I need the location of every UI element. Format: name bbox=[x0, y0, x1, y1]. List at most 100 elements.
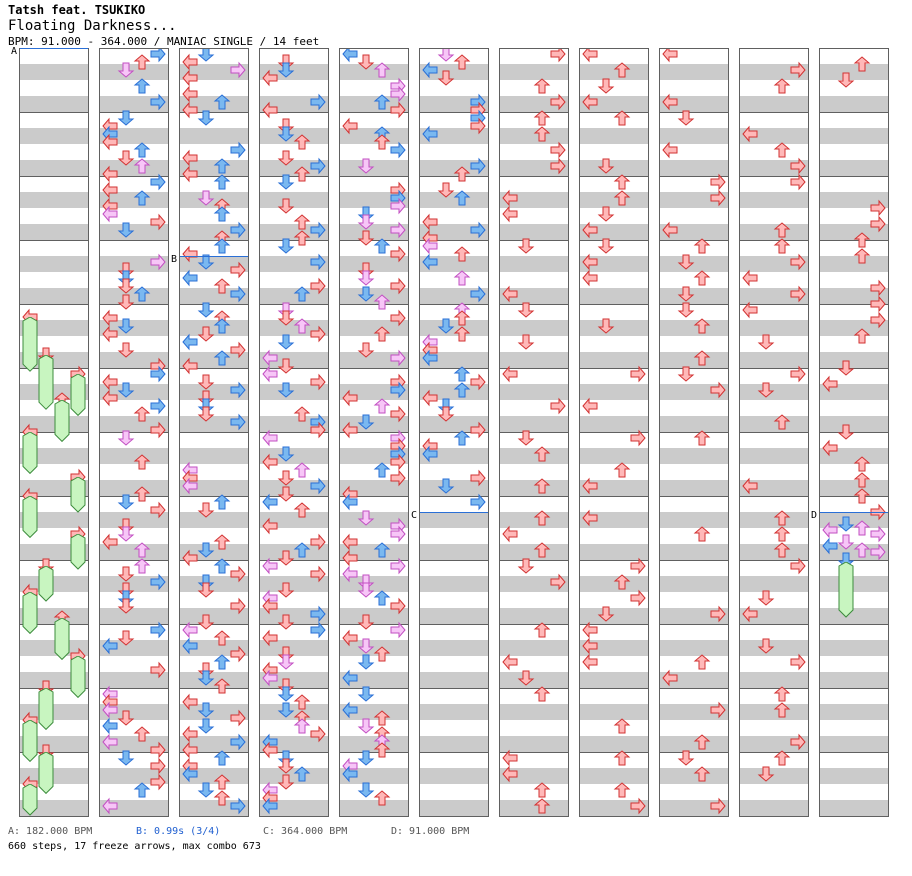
step-arrow-up-icon bbox=[373, 710, 391, 726]
step-arrow-left-icon bbox=[662, 93, 678, 111]
step-arrow-right-icon bbox=[310, 157, 326, 175]
step-arrow-left-icon bbox=[502, 653, 518, 671]
step-arrow-left-icon bbox=[822, 537, 838, 554]
measure-line bbox=[100, 112, 168, 113]
step-arrow-left-icon bbox=[502, 189, 518, 207]
step-arrow-up-icon bbox=[293, 166, 311, 182]
measure-line bbox=[20, 240, 88, 241]
measure-line bbox=[260, 304, 328, 305]
freeze-arrow bbox=[70, 374, 86, 417]
step-arrow-left-icon bbox=[182, 765, 198, 783]
step-arrow-down-icon bbox=[357, 230, 375, 246]
step-arrow-up-icon bbox=[373, 238, 391, 254]
beat-band bbox=[580, 704, 648, 720]
measure-line bbox=[740, 176, 808, 177]
step-arrow-down-icon bbox=[277, 238, 295, 254]
step-arrow-down-icon bbox=[197, 718, 215, 734]
step-arrow-right-icon bbox=[150, 773, 166, 791]
segment-marker-line bbox=[20, 48, 88, 49]
step-arrow-left-icon bbox=[182, 149, 198, 167]
step-arrow-left-icon bbox=[182, 637, 198, 655]
step-arrow-up-icon bbox=[133, 78, 151, 94]
measure-line bbox=[660, 688, 728, 689]
step-arrow-left-icon bbox=[102, 733, 118, 751]
step-arrow-down-icon bbox=[117, 222, 135, 238]
measure-line bbox=[580, 176, 648, 177]
step-arrow-down-icon bbox=[197, 542, 215, 558]
step-arrow-left-icon bbox=[422, 389, 438, 407]
step-arrow-right-icon bbox=[390, 101, 406, 119]
step-arrow-left-icon bbox=[262, 597, 278, 615]
step-arrow-right-icon bbox=[230, 261, 246, 279]
step-arrow-left-icon bbox=[342, 765, 358, 783]
beat-band bbox=[740, 512, 808, 528]
step-arrow-right-icon bbox=[310, 477, 326, 495]
step-arrow-down-icon bbox=[837, 72, 855, 88]
step-arrow-left-icon bbox=[102, 165, 118, 183]
step-arrow-up-icon bbox=[373, 742, 391, 758]
step-arrow-down-icon bbox=[597, 158, 615, 174]
step-arrow-down-icon bbox=[597, 606, 615, 622]
step-arrow-right-icon bbox=[230, 645, 246, 663]
chart-column bbox=[660, 48, 728, 816]
step-arrow-right-icon bbox=[470, 493, 486, 511]
step-arrow-left-icon bbox=[262, 797, 278, 815]
beat-band bbox=[260, 576, 328, 592]
measure-line bbox=[580, 624, 648, 625]
step-arrow-right-icon bbox=[470, 469, 486, 487]
beat-band bbox=[20, 96, 88, 112]
step-arrow-right-icon bbox=[230, 61, 246, 79]
measure-line bbox=[180, 688, 248, 689]
beat-band bbox=[660, 768, 728, 784]
beat-band bbox=[660, 416, 728, 432]
step-arrow-right-icon bbox=[150, 621, 166, 639]
beat-band bbox=[660, 128, 728, 144]
step-arrow-right-icon bbox=[790, 285, 806, 303]
step-arrow-down-icon bbox=[117, 566, 135, 582]
step-arrow-left-icon bbox=[182, 549, 198, 567]
beat-band bbox=[820, 128, 888, 144]
beat-band bbox=[20, 576, 88, 592]
beat-band bbox=[820, 448, 888, 464]
step-arrow-right-icon bbox=[390, 621, 406, 639]
measure-line bbox=[180, 624, 248, 625]
step-arrow-up-icon bbox=[613, 750, 631, 766]
freeze-arrow bbox=[70, 534, 86, 571]
step-arrow-right-icon bbox=[630, 557, 646, 575]
step-arrow-right-icon bbox=[790, 157, 806, 175]
beat-band bbox=[420, 768, 488, 784]
measure-line bbox=[100, 304, 168, 305]
beat-band bbox=[180, 608, 248, 624]
beat-band bbox=[660, 576, 728, 592]
step-arrow-down-icon bbox=[357, 270, 375, 286]
step-arrow-up-icon bbox=[133, 286, 151, 302]
beat-band bbox=[180, 192, 248, 208]
beat-band bbox=[660, 640, 728, 656]
step-arrow-down-icon bbox=[197, 110, 215, 126]
beat-band bbox=[20, 64, 88, 80]
freeze-arrow bbox=[70, 656, 86, 699]
step-arrow-up-icon bbox=[693, 766, 711, 782]
beat-band bbox=[660, 512, 728, 528]
step-arrow-up-icon bbox=[693, 526, 711, 542]
step-arrow-right-icon bbox=[630, 589, 646, 607]
step-arrow-down-icon bbox=[117, 294, 135, 310]
beat-band bbox=[660, 256, 728, 272]
step-arrow-right-icon bbox=[790, 61, 806, 79]
step-arrow-left-icon bbox=[102, 533, 118, 551]
measure-line bbox=[580, 240, 648, 241]
step-arrow-down-icon bbox=[277, 470, 295, 486]
step-arrow-up-icon bbox=[133, 190, 151, 206]
freeze-arrow bbox=[838, 561, 854, 618]
beat-band bbox=[260, 128, 328, 144]
step-arrow-down-icon bbox=[357, 158, 375, 174]
measure-line bbox=[740, 752, 808, 753]
step-arrow-up-icon bbox=[853, 488, 871, 504]
step-arrow-right-icon bbox=[310, 421, 326, 439]
measure-line bbox=[580, 304, 648, 305]
step-arrow-up-icon bbox=[213, 774, 231, 790]
beat-band bbox=[740, 224, 808, 240]
chart-column bbox=[740, 48, 808, 816]
freeze-arrow bbox=[38, 355, 54, 411]
step-arrow-right-icon bbox=[870, 295, 886, 313]
